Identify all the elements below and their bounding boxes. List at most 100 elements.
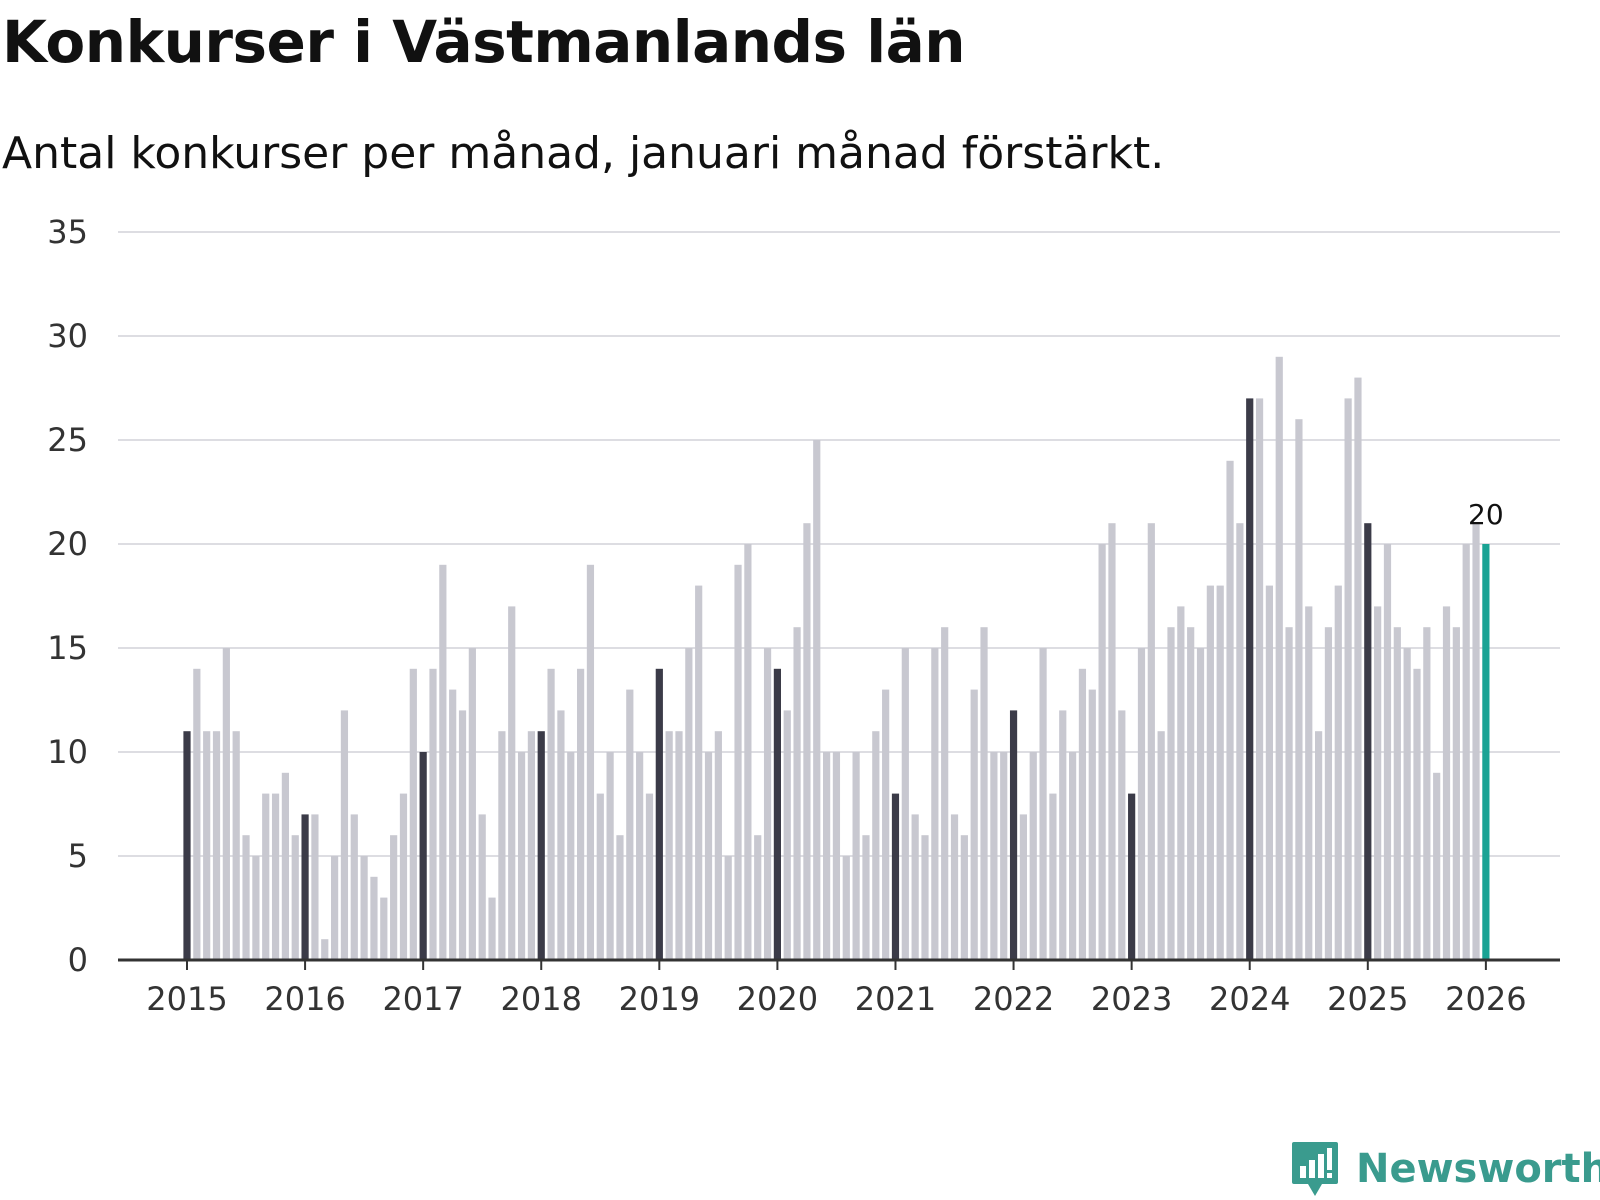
- bar: [212, 731, 221, 960]
- bar: [793, 627, 801, 960]
- x-tick-label: 2015: [146, 980, 227, 1018]
- bar: [852, 752, 860, 960]
- bar: [813, 440, 821, 960]
- bar: [1059, 710, 1067, 960]
- bar: [1216, 585, 1224, 960]
- bar: [754, 835, 762, 960]
- bar: [350, 814, 358, 960]
- bar-january: [655, 668, 663, 960]
- bar: [547, 668, 555, 960]
- bar: [1334, 585, 1342, 960]
- y-tick-label: 5: [68, 837, 88, 875]
- y-tick-label: 10: [47, 733, 88, 771]
- bar: [960, 835, 968, 960]
- bar: [626, 689, 634, 960]
- bar: [1147, 523, 1155, 960]
- bar: [271, 793, 280, 960]
- bar: [222, 648, 230, 960]
- bar: [1108, 523, 1116, 960]
- x-tick-label: 2021: [855, 980, 936, 1018]
- bar: [675, 731, 683, 960]
- bar: [970, 689, 978, 960]
- bar: [380, 897, 388, 960]
- bar: [1383, 544, 1392, 960]
- bar: [714, 731, 722, 960]
- bar: [321, 939, 329, 960]
- bar: [232, 731, 240, 960]
- bar: [1393, 627, 1401, 960]
- bar: [1442, 606, 1451, 960]
- bar: [468, 648, 476, 960]
- x-tick-label: 2024: [1209, 980, 1290, 1018]
- bar: [360, 856, 368, 960]
- bar: [517, 752, 526, 960]
- bar: [980, 627, 988, 960]
- chart-title: Konkurser i Västmanlands län: [2, 8, 966, 76]
- bar: [557, 710, 565, 960]
- bar: [636, 752, 644, 960]
- x-tick-label: 2017: [382, 980, 463, 1018]
- bar: [1039, 648, 1047, 960]
- bar: [606, 752, 614, 960]
- bar: [724, 856, 732, 960]
- bar: [665, 731, 673, 960]
- bar: [616, 835, 624, 960]
- bar: [409, 668, 417, 960]
- bar: [1285, 627, 1293, 960]
- bar-january: [537, 731, 545, 960]
- bar: [1354, 377, 1362, 961]
- bar: [331, 856, 339, 960]
- bar: [252, 856, 260, 960]
- bar: [1452, 627, 1460, 960]
- bar: [1177, 606, 1185, 960]
- bar: [577, 668, 585, 960]
- bar: [1196, 648, 1205, 960]
- bar: [439, 564, 447, 960]
- x-tick-label: 2025: [1327, 980, 1408, 1018]
- bar-january: [1009, 710, 1018, 960]
- bar: [458, 710, 467, 960]
- bar-january: [773, 668, 781, 960]
- bar: [783, 710, 791, 960]
- bar: [488, 897, 496, 960]
- bar: [1029, 752, 1037, 960]
- bar: [645, 793, 654, 960]
- bar: [1167, 627, 1175, 960]
- bar: [990, 752, 998, 960]
- bar: [1462, 544, 1470, 960]
- bar: [1433, 772, 1441, 960]
- bar: [1413, 668, 1421, 960]
- bar: [527, 731, 535, 960]
- bar: [744, 544, 752, 960]
- x-tick-label: 2018: [501, 980, 582, 1018]
- bar: [498, 731, 506, 960]
- bar: [1265, 585, 1273, 960]
- bar: [911, 814, 919, 960]
- x-tick-label: 2020: [737, 980, 818, 1018]
- bar: [685, 648, 693, 960]
- bar: [429, 668, 437, 960]
- bar: [763, 648, 772, 960]
- bar: [1236, 523, 1244, 960]
- bar: [823, 752, 831, 960]
- bar: [1137, 648, 1146, 960]
- bar: [1423, 627, 1431, 960]
- bar: [281, 772, 289, 960]
- bar-january: [1364, 523, 1372, 960]
- brand: Newsworthy: [1290, 1140, 1600, 1198]
- bar: [1295, 419, 1303, 960]
- bar: [842, 856, 850, 960]
- bar: [478, 814, 486, 960]
- bar: [242, 835, 250, 960]
- bar: [832, 752, 841, 960]
- bar: [1344, 398, 1352, 960]
- bar: [1098, 544, 1106, 960]
- bar: [1374, 606, 1382, 960]
- bar: [586, 564, 595, 960]
- bar: [1275, 356, 1283, 960]
- bar: [567, 752, 575, 960]
- bars: [183, 356, 1490, 961]
- x-tick-label: 2016: [264, 980, 345, 1018]
- bar: [1255, 398, 1264, 960]
